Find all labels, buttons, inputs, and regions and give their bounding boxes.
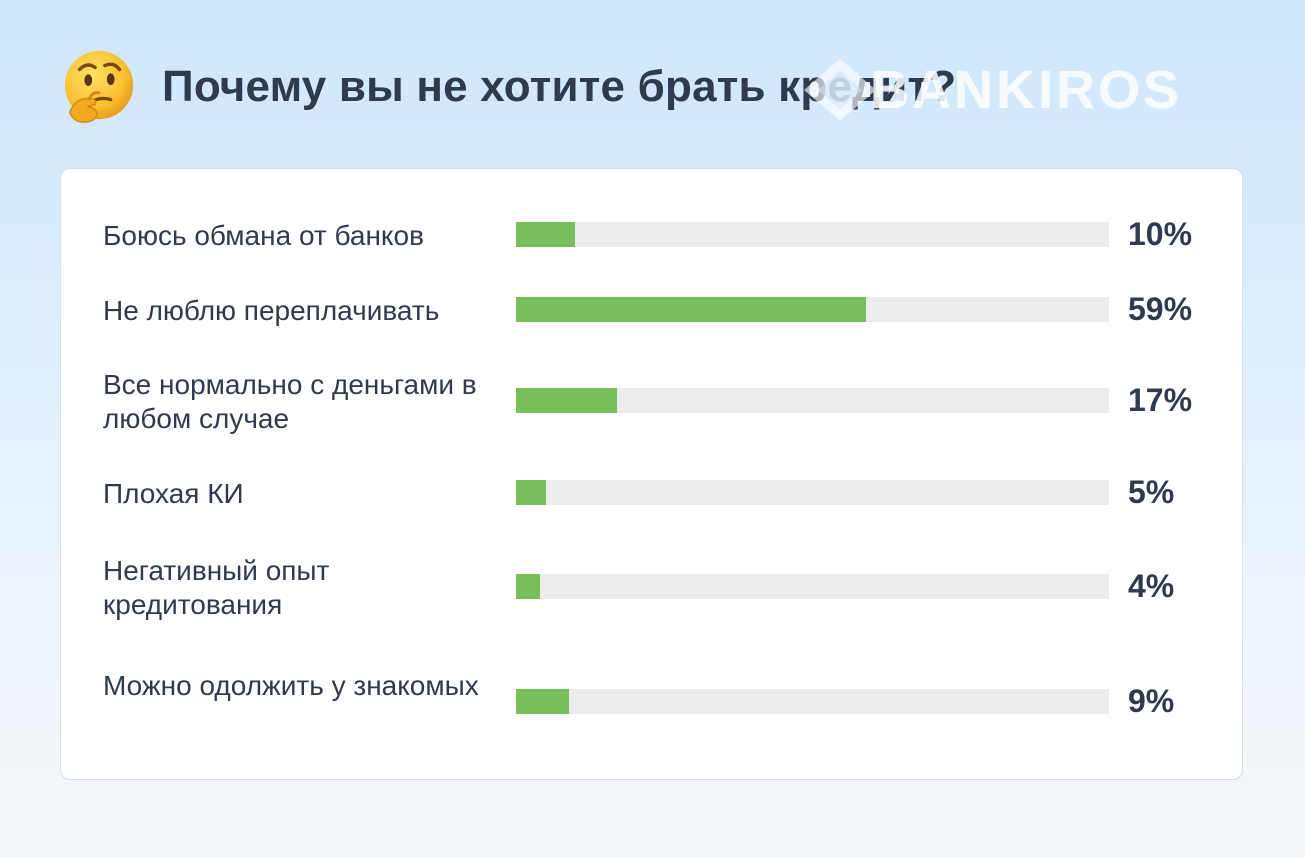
bar-track	[516, 222, 1109, 247]
bar-value-label: 9%	[1128, 683, 1175, 719]
bar	[516, 297, 866, 322]
category-label: Негативный опыт кредитования	[103, 555, 330, 620]
bar-track	[516, 574, 1109, 599]
category-label: Все нормально с деньгами в любом случае	[103, 369, 477, 434]
thinking-face-icon	[64, 50, 134, 123]
bar-value-label: 17%	[1128, 382, 1193, 418]
bar	[516, 689, 570, 714]
bar-track	[516, 480, 1109, 505]
diamond-logo-icon	[804, 59, 876, 121]
brand-watermark: BANKIROS	[800, 52, 1182, 128]
bar-track	[516, 297, 1109, 322]
bar-track	[516, 388, 1109, 413]
bar	[516, 222, 576, 247]
chart-card: Боюсь обмана от банков 10% Не люблю перепл…	[60, 168, 1243, 780]
brand-name: BANKIROS	[870, 60, 1183, 120]
category-label: Боюсь обмана от банков	[103, 220, 424, 251]
category-label: Плохая КИ	[103, 478, 244, 509]
bar-value-label: 5%	[1128, 474, 1175, 510]
bar-value-label: 4%	[1128, 568, 1175, 604]
bar	[516, 574, 540, 599]
bar-track	[516, 689, 1109, 714]
category-label: Можно одолжить у знакомых	[103, 670, 479, 701]
category-label: Не люблю переплачивать	[103, 295, 440, 326]
bar-value-label: 10%	[1128, 216, 1193, 252]
bar	[516, 388, 617, 413]
bar	[516, 480, 546, 505]
bar-value-label: 59%	[1128, 291, 1193, 327]
